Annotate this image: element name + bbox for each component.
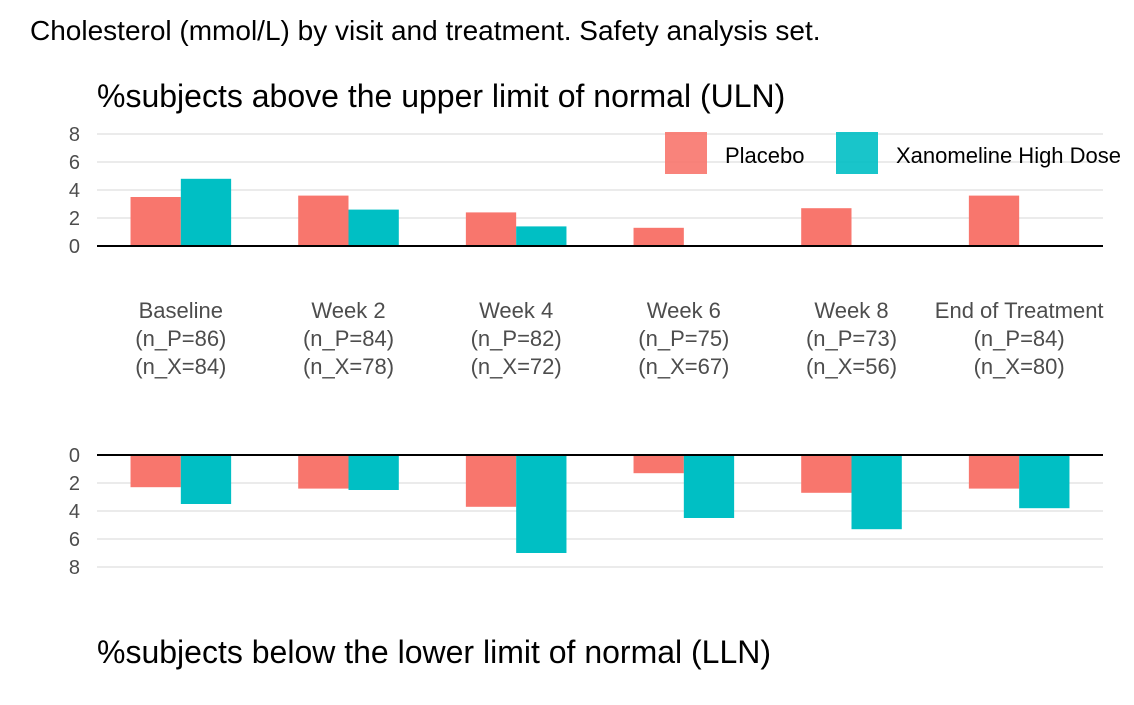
category-label: (n_P=84) (303, 326, 394, 351)
category-label: (n_X=56) (806, 354, 897, 379)
lower-bar-placebo (801, 455, 852, 493)
lower-bar-xanomeline (516, 455, 567, 553)
lower-tick-label: 6 (69, 529, 80, 551)
upper-panel-title: %subjects above the upper limit of norma… (97, 78, 785, 114)
upper-bar-placebo (298, 195, 349, 246)
legend: Placebo Xanomeline High Dose (665, 132, 1121, 174)
upper-tick-label: 4 (69, 180, 80, 202)
lower-bar-xanomeline (348, 455, 399, 490)
lower-bar-placebo (633, 455, 684, 474)
category-label: Baseline (139, 298, 223, 323)
upper-bar-xanomeline (348, 209, 399, 246)
lower-bar-xanomeline (180, 455, 232, 504)
legend-label: Placebo (725, 143, 805, 168)
category-label: Week 8 (814, 298, 888, 323)
category-label: (n_X=67) (638, 354, 729, 379)
category-label: Week 2 (311, 298, 385, 323)
lower-tick-label: 8 (69, 557, 80, 579)
lower-tick-label: 4 (69, 501, 80, 523)
category-label: (n_X=84) (135, 354, 226, 379)
upper-panel: 0 2 4 6 8 (69, 124, 1103, 258)
category-label: (n_P=82) (471, 326, 562, 351)
lower-tick-label: 2 (69, 473, 80, 495)
category-label: (n_X=78) (303, 354, 394, 379)
upper-bar-placebo (130, 197, 181, 246)
legend-label: Xanomeline High Dose (896, 143, 1121, 168)
category-label: (n_P=84) (974, 326, 1065, 351)
upper-bar-placebo (968, 195, 1020, 246)
upper-bar-placebo (633, 227, 684, 246)
category-label: (n_X=80) (974, 354, 1065, 379)
page-title: Cholesterol (mmol/L) by visit and treatm… (30, 15, 821, 46)
lower-bar-xanomeline (851, 455, 902, 530)
upper-bar-placebo (801, 208, 852, 246)
category-label: End of Treatment (935, 298, 1104, 323)
lower-bar-placebo (968, 455, 1020, 489)
lower-bar-placebo (130, 455, 181, 488)
category-label: Week 4 (479, 298, 553, 323)
upper-tick-label: 8 (69, 124, 80, 146)
lower-bar-xanomeline (1019, 455, 1070, 509)
lower-bar-xanomeline (683, 455, 735, 518)
upper-tick-label: 6 (69, 152, 80, 174)
category-labels: Baseline (n_P=86) (n_X=84) Week 2 (n_P=84) (n… (135, 298, 1103, 379)
legend-key-placebo (665, 132, 707, 174)
lower-bar-placebo (465, 455, 517, 507)
upper-tick-label: 0 (69, 236, 80, 258)
category-label: Week 6 (647, 298, 721, 323)
legend-key-xanomeline (836, 132, 878, 174)
category-label: (n_X=72) (471, 354, 562, 379)
lower-panel: 0 2 4 6 8 (69, 445, 1103, 579)
lower-tick-label: 0 (69, 445, 80, 467)
upper-tick-label: 2 (69, 208, 80, 230)
upper-bar-placebo (465, 212, 517, 246)
lower-panel-title: %subjects below the lower limit of norma… (97, 634, 771, 670)
upper-bar-xanomeline (516, 226, 567, 246)
lower-bar-placebo (298, 455, 349, 489)
category-label: (n_P=73) (806, 326, 897, 351)
category-label: (n_P=86) (135, 326, 226, 351)
category-label: (n_P=75) (638, 326, 729, 351)
upper-bar-xanomeline (180, 178, 232, 246)
